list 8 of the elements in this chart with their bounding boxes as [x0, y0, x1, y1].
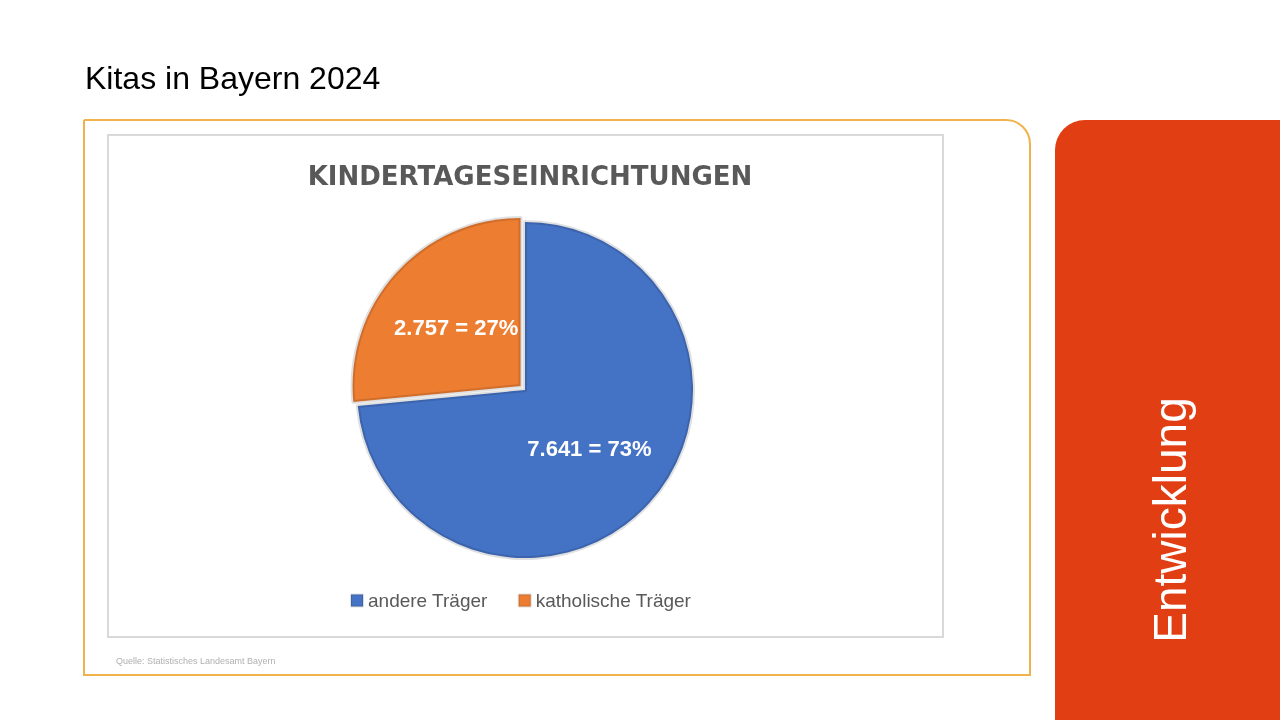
data-label: 2.757 = 27% [394, 314, 519, 340]
text: Entwicklung [1144, 397, 1196, 643]
source-note: Quelle: Statistisches Landesamt Bayern [116, 656, 276, 666]
legend-label: andere Träger [368, 590, 489, 611]
chart-title: Kitas in Bayern 2024 [85, 60, 381, 96]
legend-label: katholische Träger [535, 590, 692, 611]
data-label: 7.641 = 73% [527, 436, 652, 462]
chart-subtitle: KINDERTAGESEINRICHTUNGEN [307, 161, 753, 191]
